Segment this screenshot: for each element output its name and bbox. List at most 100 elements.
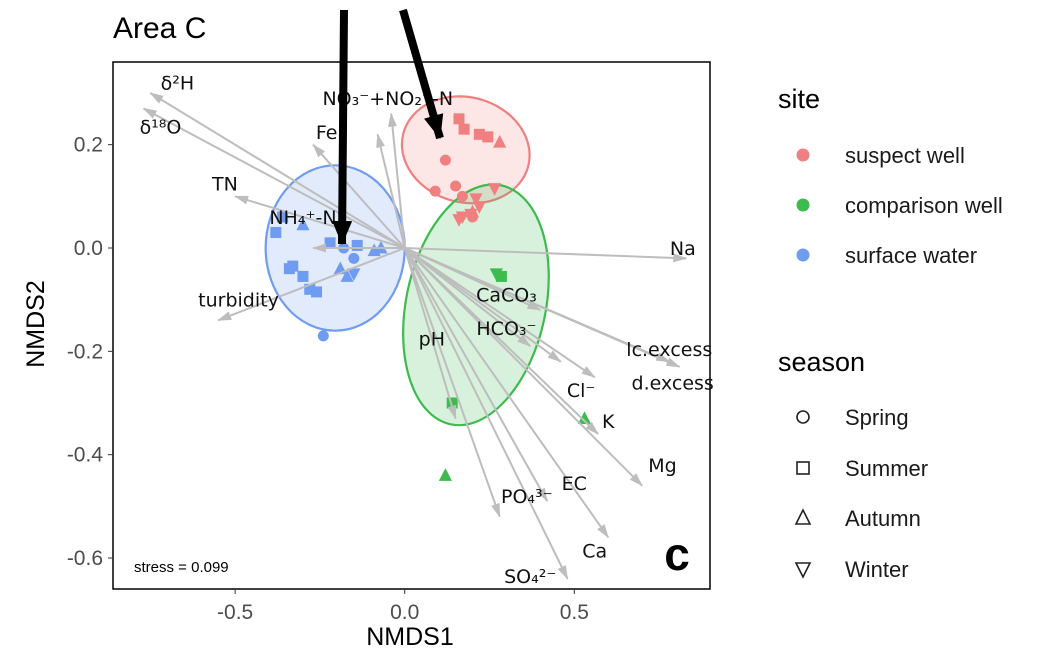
vector-arrow — [404, 247, 681, 368]
y-tick-label: -0.4 — [67, 444, 104, 467]
vector-label: d.excess — [632, 372, 714, 394]
x-axis-label: NMDS1 — [366, 623, 454, 651]
legend-site-title: site — [778, 84, 820, 114]
vector-label: HCO₃⁻ — [476, 318, 536, 340]
vector-label: K — [602, 411, 615, 433]
data-point — [450, 180, 462, 192]
callout-arrow — [332, 9, 353, 245]
y-tick-label: 0.2 — [74, 134, 103, 157]
axes: -0.5 0.0 0.5 0.2 0.0 -0.2 -0.4 -0.6 — [67, 134, 589, 624]
vector-label: EC — [562, 473, 587, 495]
plot-area: -0.5 0.0 0.5 0.2 0.0 -0.2 -0.4 -0.6 δ²H δ¹⁸O TN NH₄… — [67, 61, 714, 624]
x-tick-label: -0.5 — [217, 601, 253, 624]
legend-season-key — [796, 461, 810, 475]
vector-label: CaCO₃ — [476, 285, 537, 307]
vector-arrow — [404, 247, 643, 487]
vector-label: PO₄³⁻ — [501, 486, 553, 508]
x-tick-label: 0.5 — [560, 601, 589, 624]
callout-arrow — [399, 8, 444, 140]
vector-arrow — [404, 247, 542, 311]
data-point — [577, 411, 592, 424]
vector-arrow — [387, 112, 406, 249]
legend-season-label: Spring — [845, 405, 909, 430]
legend-season-label: Winter — [845, 557, 909, 582]
vector-arrow — [234, 195, 406, 249]
legend-site-key — [796, 248, 810, 262]
data-point — [270, 227, 282, 238]
vector-arrow — [149, 92, 406, 249]
vector-label: TN — [211, 173, 238, 195]
data-point — [446, 397, 458, 409]
legend-season-key — [796, 410, 810, 424]
data-points — [270, 113, 592, 481]
legend-site-label: suspect well — [845, 143, 965, 168]
legend-season-key — [794, 562, 812, 579]
vector-label: δ²H — [161, 73, 195, 95]
data-point — [311, 286, 323, 298]
y-tick-label: -0.2 — [67, 340, 103, 363]
data-point — [429, 185, 441, 197]
data-point — [493, 134, 507, 148]
data-point — [439, 154, 451, 166]
legend-season-label: Summer — [845, 456, 928, 481]
data-point — [458, 123, 470, 135]
data-point — [438, 468, 453, 481]
data-point — [473, 128, 485, 140]
data-point — [277, 211, 289, 223]
vector-label: Fe — [316, 122, 338, 144]
vector-label: turbidity — [198, 290, 279, 312]
vector-label: δ¹⁸O — [140, 117, 182, 139]
panel-letter: c — [664, 528, 690, 580]
data-point — [488, 183, 502, 196]
vector-label: pH — [419, 328, 445, 350]
legend: site season suspect well comparison well s… — [778, 84, 1003, 582]
y-tick-label: -0.6 — [67, 547, 103, 570]
vector-arrow — [217, 247, 406, 322]
legend-site-key — [796, 198, 810, 212]
vector-arrow — [312, 143, 406, 249]
vector-label: NO₃⁻+NO₂⁻-N — [322, 88, 453, 110]
data-point — [495, 270, 507, 282]
vector-label: Cl⁻ — [567, 380, 596, 402]
vector-label: Ca — [582, 540, 607, 562]
vector-arrow — [404, 247, 688, 263]
vector-arrow — [404, 247, 596, 378]
vector-label: lc.excess — [626, 339, 712, 361]
data-point — [489, 268, 503, 281]
data-point — [453, 113, 465, 125]
data-point — [351, 239, 363, 251]
legend-site-label: surface water — [845, 243, 977, 268]
data-point — [455, 211, 469, 225]
data-point — [348, 252, 360, 264]
data-point — [297, 270, 309, 282]
vector-label: SO₄²⁻ — [504, 566, 556, 588]
vector-arrow — [376, 133, 406, 249]
data-point — [324, 237, 336, 249]
vector-label: NH₄⁺-N — [269, 207, 336, 229]
data-point — [482, 131, 494, 143]
legend-site-label: comparison well — [845, 193, 1003, 218]
vector-arrow — [404, 247, 562, 363]
y-tick-label: 0.0 — [74, 237, 103, 260]
data-point — [317, 330, 329, 342]
vector-arrow — [403, 247, 457, 420]
panel-title: Area C — [113, 12, 206, 45]
data-point — [296, 217, 310, 231]
data-point — [469, 193, 483, 207]
plot-panel — [112, 61, 711, 590]
legend-season-title: season — [778, 347, 865, 377]
legend-season-label: Autumn — [845, 506, 921, 531]
vector-labels: δ²H δ¹⁸O TN NH₄⁺-N turbidity Fe NO₃⁻+NO₂⁻-N Na l… — [140, 73, 714, 588]
environmental-vectors — [142, 92, 688, 580]
legend-site-key — [796, 148, 810, 162]
vector-arrow — [403, 247, 549, 503]
vector-arrow — [403, 247, 610, 539]
x-tick-label: 0.0 — [390, 601, 419, 624]
data-point — [287, 260, 299, 272]
legend-season-key — [794, 508, 812, 525]
data-point — [347, 268, 361, 281]
data-point — [472, 201, 486, 214]
vector-arrow — [142, 107, 406, 249]
y-axis-label: NMDS2 — [22, 280, 50, 368]
